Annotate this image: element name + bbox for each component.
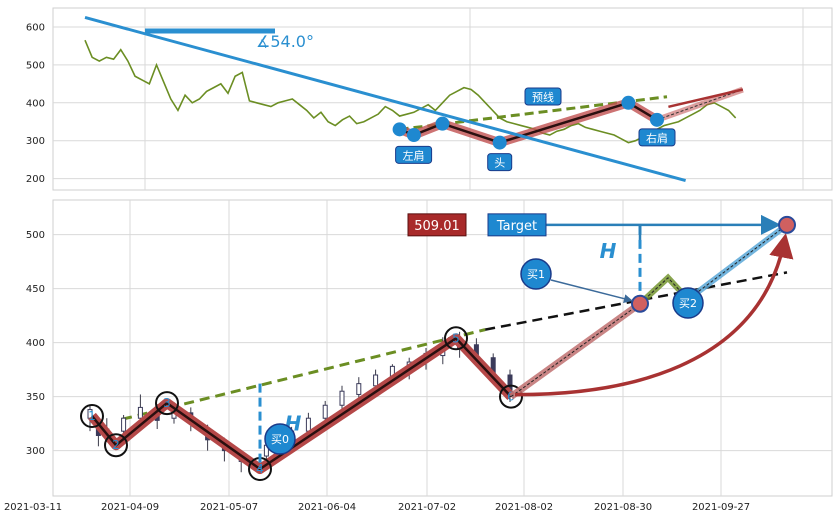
candle-body: [322, 404, 328, 419]
bottom-y-tick: 450: [26, 284, 45, 295]
bottom-y-tick: 350: [26, 392, 45, 403]
bottom-x-tick: 2021-09-27: [692, 502, 750, 513]
pattern-point: [621, 95, 636, 110]
buy-point-label: 买2: [679, 297, 697, 310]
target-point: [778, 215, 796, 234]
top-y-tick: 500: [26, 60, 45, 71]
zigzag-point-label: 1: [88, 409, 96, 423]
candle-body: [137, 406, 143, 419]
top-y-tick: 300: [26, 136, 45, 147]
breakout-point: [631, 294, 649, 313]
candle-body: [356, 383, 362, 395]
projection-upper: [668, 88, 744, 109]
candle-body: [339, 390, 345, 406]
top-y-tick-labels: 200 300 400 500 600: [26, 22, 45, 185]
zigzag-point-ring: [444, 326, 468, 351]
pattern-point: [650, 112, 664, 127]
bottom-x-tick: 2021-08-30: [594, 502, 652, 513]
top-plot-area: ∡54.0° 左肩头 右肩 预线: [84, 16, 744, 182]
pattern-point: [492, 135, 507, 150]
bottom-y-tick: 400: [26, 338, 45, 349]
top-y-tick: 600: [26, 22, 45, 33]
zigzag-point-ring: [80, 404, 104, 429]
zigzag-line: [91, 337, 512, 471]
pattern-point: [406, 128, 421, 143]
candle-body: [373, 374, 379, 387]
bottom-y-tick: 500: [26, 230, 45, 241]
neckline-label-box: [524, 87, 562, 106]
target-path: [510, 224, 788, 398]
bottom-x-tick: 2021-03-11: [4, 502, 62, 513]
trend-line: [84, 16, 686, 182]
pattern-point: [435, 116, 450, 131]
projection-dash: [656, 89, 743, 121]
bottom-gridlines: [53, 200, 832, 496]
left-shoulder-label: 左肩: [403, 148, 425, 162]
buy-point-label: 买1: [527, 268, 545, 281]
bottom-x-tick: 2021-06-04: [298, 502, 356, 513]
head-label-box: [487, 153, 513, 172]
top-y-tick: 200: [26, 174, 45, 185]
pattern-point: [392, 122, 407, 137]
bottom-x-tick-labels: 2021-03-11 2021-04-09 2021-05-07 2021-06-04…: [4, 502, 750, 513]
zigzag-point-ring: [104, 433, 128, 458]
zigzag-point-label: 2: [112, 438, 120, 452]
target-value-box: [407, 213, 467, 237]
buy-point: [672, 287, 704, 319]
top-gridlines: [53, 8, 832, 190]
target-box: [487, 213, 547, 237]
bottom-y-tick-labels: 300 350 400 450 500: [26, 230, 45, 457]
buy-point: [264, 423, 296, 455]
angle-label: ∡54.0°: [256, 32, 314, 51]
candle-body: [305, 417, 311, 432]
left-shoulder-label-box: [395, 145, 433, 164]
projection-arrow: [514, 233, 794, 397]
target-value: 509.01: [414, 219, 460, 234]
buy1-pointer: [550, 279, 633, 304]
bottom-x-tick: 2021-08-02: [495, 502, 553, 513]
top-y-tick: 400: [26, 98, 45, 109]
buy-point-label: 买0: [271, 433, 289, 446]
zigzag-point-ring: [155, 391, 179, 416]
right-shoulder-label: 右肩: [646, 131, 668, 145]
bottom-neckline: [121, 328, 486, 421]
zigzag-point-label: 5: [452, 331, 460, 345]
buy-point: [520, 258, 552, 290]
bottom-x-tick: 2021-05-07: [200, 502, 258, 513]
zigzag-point-ring: [499, 384, 523, 409]
head-label: 头: [494, 157, 505, 170]
right-shoulder-label-box: [638, 128, 676, 147]
bottom-x-tick: 2021-04-09: [101, 502, 159, 513]
height-label: H: [600, 239, 617, 263]
zigzag-point-label: 3: [163, 396, 171, 410]
candle-body: [121, 417, 127, 432]
target-label: Target: [496, 219, 537, 234]
bottom-y-tick: 300: [26, 446, 45, 457]
neckline-label: 预线: [532, 90, 554, 104]
price-line: [84, 39, 737, 144]
bottom-x-tick: 2021-07-02: [398, 502, 456, 513]
